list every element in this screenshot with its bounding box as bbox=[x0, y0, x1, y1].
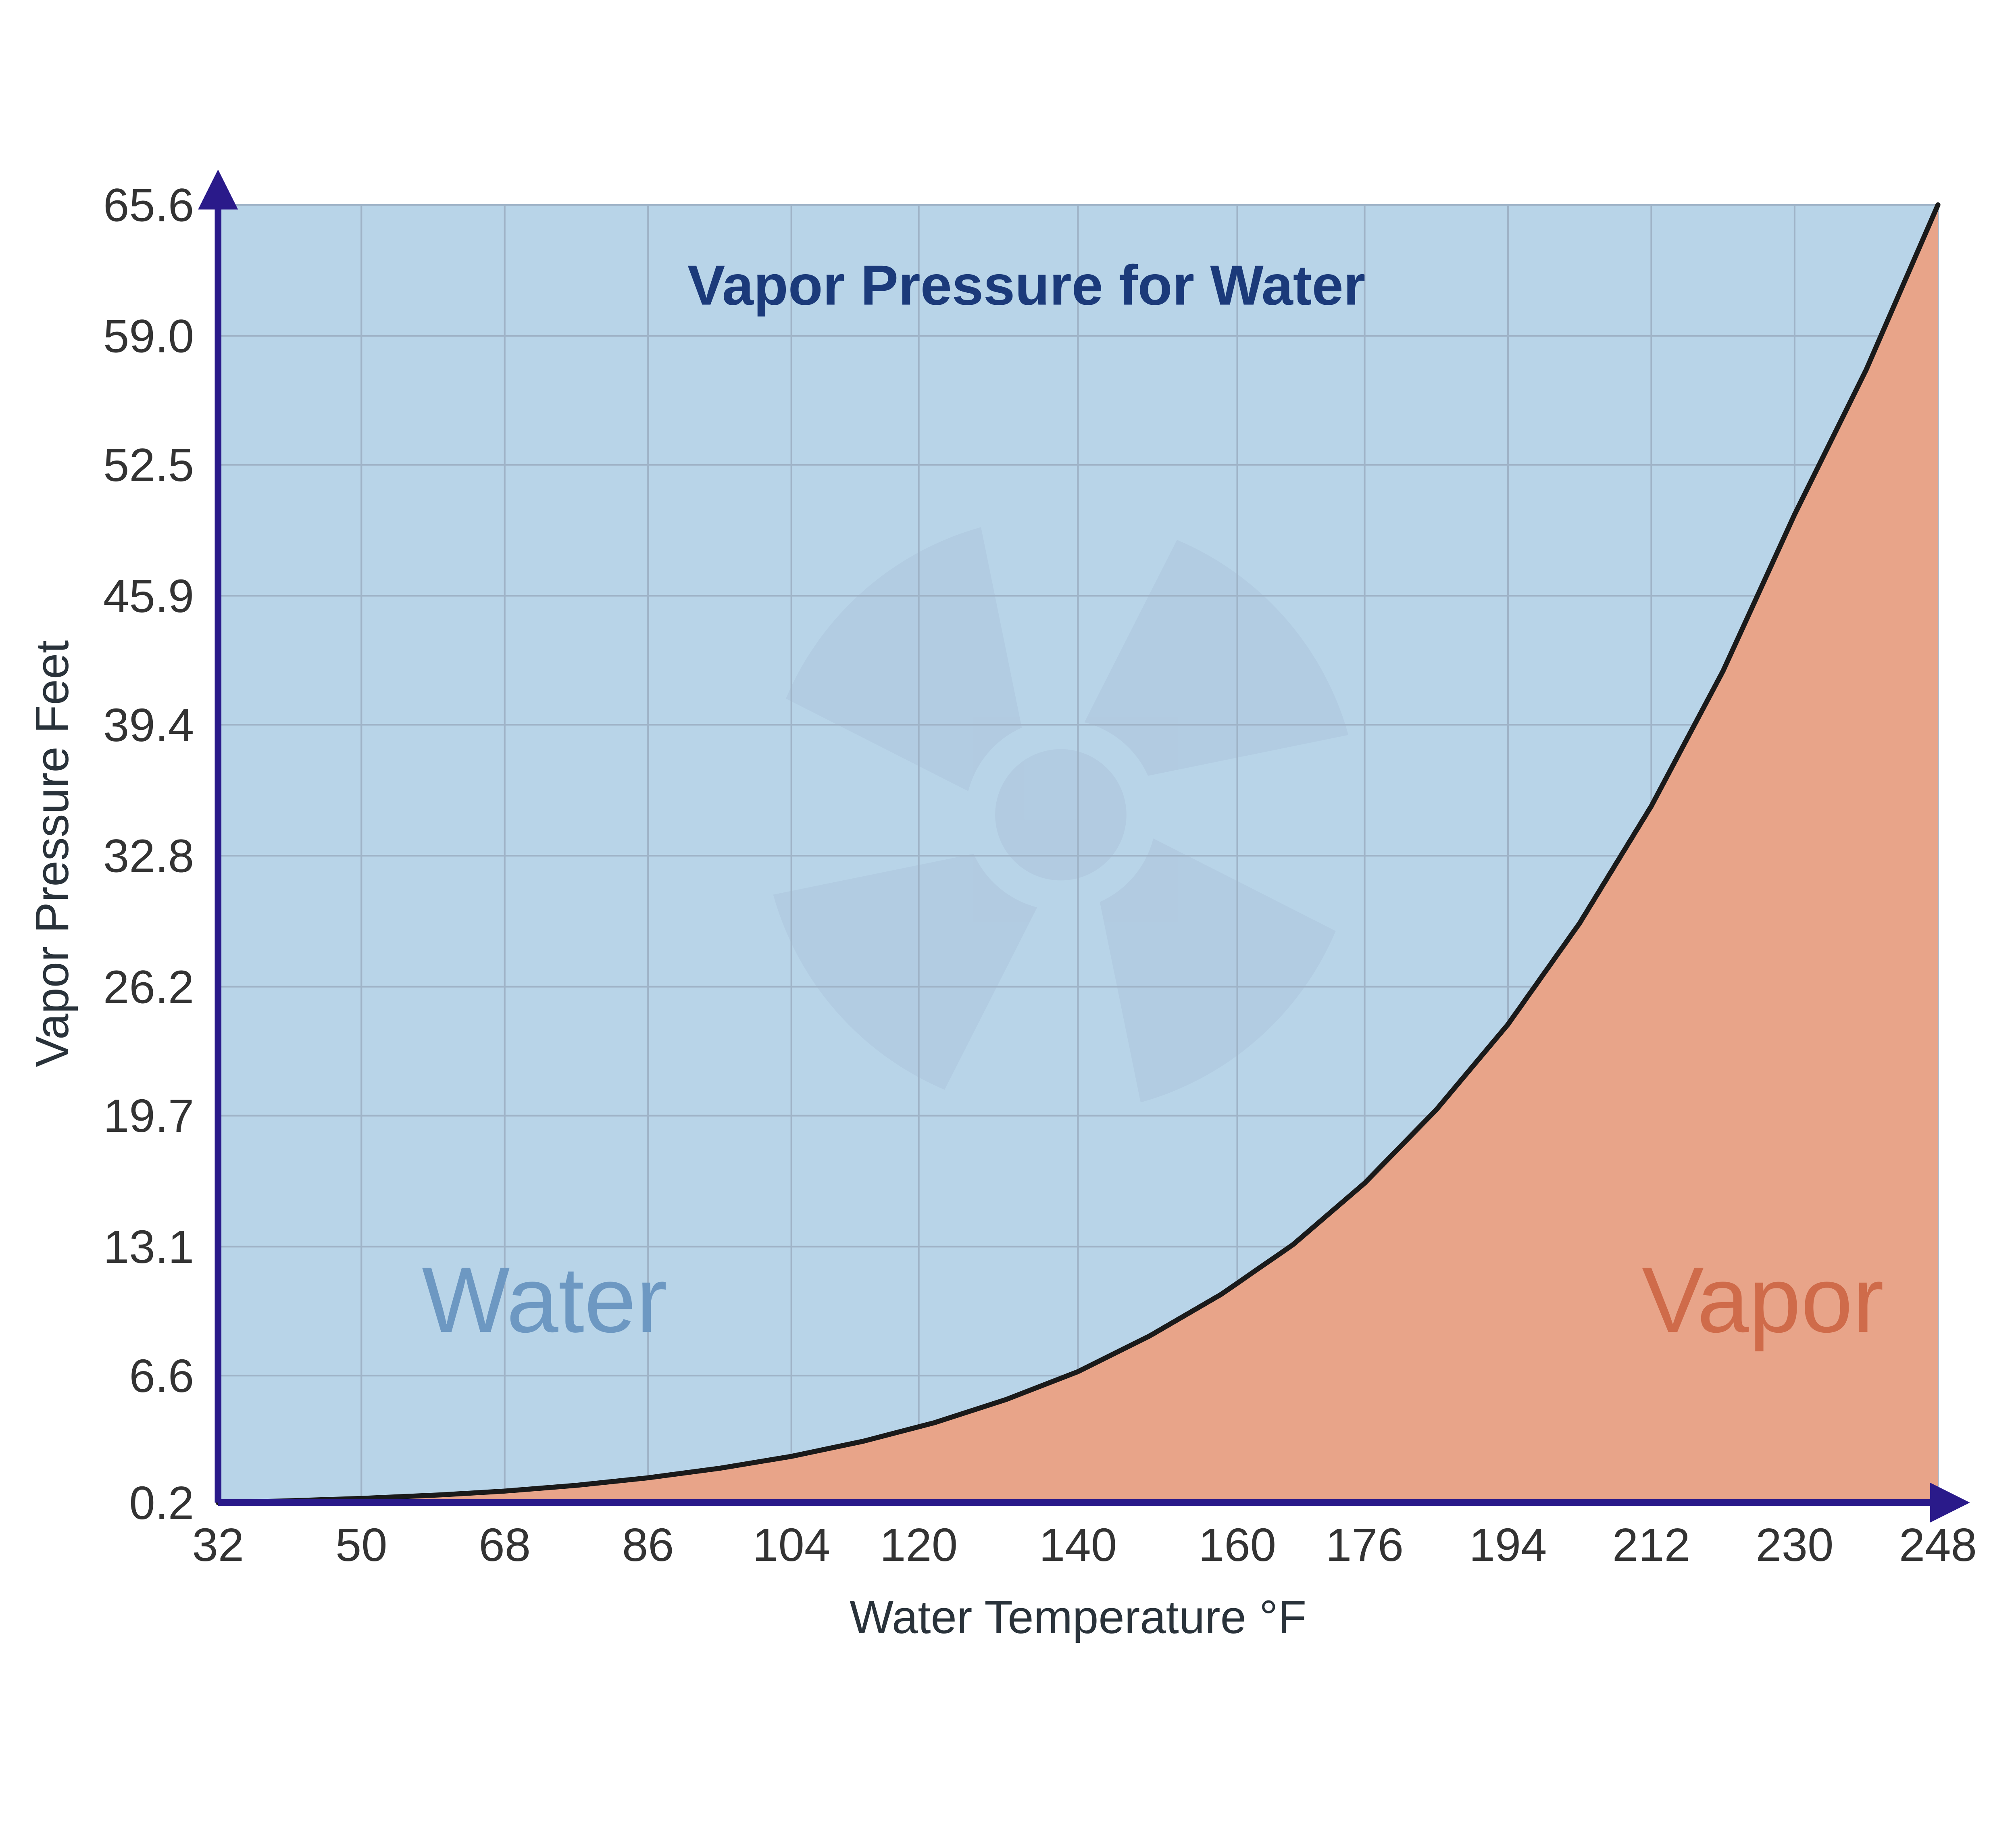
y-tick-label: 65.6 bbox=[103, 179, 194, 231]
y-tick-label: 13.1 bbox=[103, 1221, 194, 1273]
y-tick-label: 32.8 bbox=[103, 830, 194, 882]
y-tick-label: 26.2 bbox=[103, 961, 194, 1013]
x-axis-label: Water Temperature °F bbox=[850, 1591, 1306, 1643]
y-tick-label: 6.6 bbox=[129, 1350, 194, 1402]
vapor-pressure-chart: Water Vapor 32 50 68 86 104 120 140 160 176 194 212 2… bbox=[8, 8, 2008, 1830]
x-tick-label: 50 bbox=[335, 1519, 387, 1571]
x-tick-label: 230 bbox=[1756, 1519, 1833, 1571]
y-tick-label: 19.7 bbox=[103, 1090, 194, 1142]
x-tick-label: 140 bbox=[1039, 1519, 1117, 1571]
water-region-label: Water bbox=[422, 1248, 667, 1352]
y-axis-label: Vapor Pressure Feet bbox=[26, 640, 78, 1067]
x-tick-label: 212 bbox=[1612, 1519, 1690, 1571]
y-tick-label: 45.9 bbox=[103, 570, 194, 622]
chart-container: Water Vapor 32 50 68 86 104 120 140 160 176 194 212 2… bbox=[0, 0, 2016, 1838]
x-tick-label: 120 bbox=[880, 1519, 958, 1571]
x-tick-label: 176 bbox=[1326, 1519, 1404, 1571]
x-tick-label: 160 bbox=[1198, 1519, 1276, 1571]
x-tick-label: 194 bbox=[1469, 1519, 1547, 1571]
y-tick-label: 39.4 bbox=[103, 699, 194, 751]
vapor-region-label: Vapor bbox=[1642, 1248, 1884, 1352]
chart-title: Vapor Pressure for Water bbox=[687, 254, 1366, 317]
x-tick-label: 104 bbox=[752, 1519, 830, 1571]
y-tick-label: 59.0 bbox=[103, 310, 194, 362]
x-tick-label: 68 bbox=[479, 1519, 531, 1571]
x-tick-label: 248 bbox=[1899, 1519, 1977, 1571]
y-tick-label: 0.2 bbox=[129, 1477, 194, 1529]
y-tick-label: 52.5 bbox=[103, 439, 194, 491]
x-tick-label: 86 bbox=[622, 1519, 674, 1571]
x-tick-label: 32 bbox=[192, 1519, 244, 1571]
